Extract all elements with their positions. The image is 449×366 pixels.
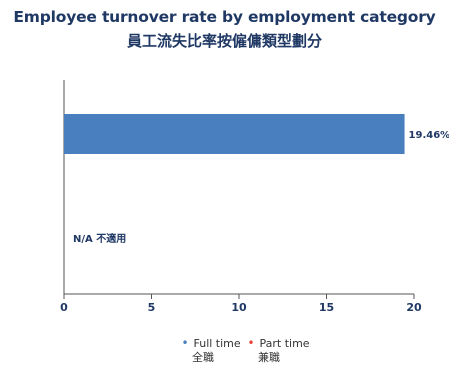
bar-chart: 0 5 10 15 20 19.46% N/A 不適用 bbox=[60, 80, 449, 314]
chart-title-en: Employee turnover rate by employment cat… bbox=[13, 8, 436, 26]
x-tick-label: 20 bbox=[406, 301, 422, 314]
legend-label-full-time-en: Full time bbox=[193, 337, 241, 350]
x-tick-label: 10 bbox=[231, 301, 247, 314]
chart-title-zh: 員工流失比率按僱傭類型劃分 bbox=[126, 32, 322, 50]
legend-label-part-time-zh: 兼職 bbox=[258, 351, 280, 364]
legend-marker-full-time: • bbox=[181, 336, 189, 350]
x-tick-label: 5 bbox=[148, 301, 156, 314]
legend-marker-part-time: • bbox=[247, 336, 255, 350]
legend-label-part-time-en: Part time bbox=[259, 337, 310, 350]
data-label-full-time: 19.46% bbox=[409, 130, 449, 141]
x-tick-label: 15 bbox=[319, 301, 334, 314]
legend-item-part-time: • Part time 兼職 bbox=[246, 336, 310, 365]
chart-legend: • Full time 全職 • Part time 兼職 bbox=[0, 336, 449, 366]
bar-full-time bbox=[64, 114, 405, 154]
x-tick-label: 0 bbox=[60, 301, 68, 314]
legend-item-full-time: • Full time 全職 bbox=[180, 336, 241, 365]
data-label-part-time: N/A 不適用 bbox=[73, 232, 126, 245]
legend-label-full-time-zh: 全職 bbox=[192, 351, 214, 364]
